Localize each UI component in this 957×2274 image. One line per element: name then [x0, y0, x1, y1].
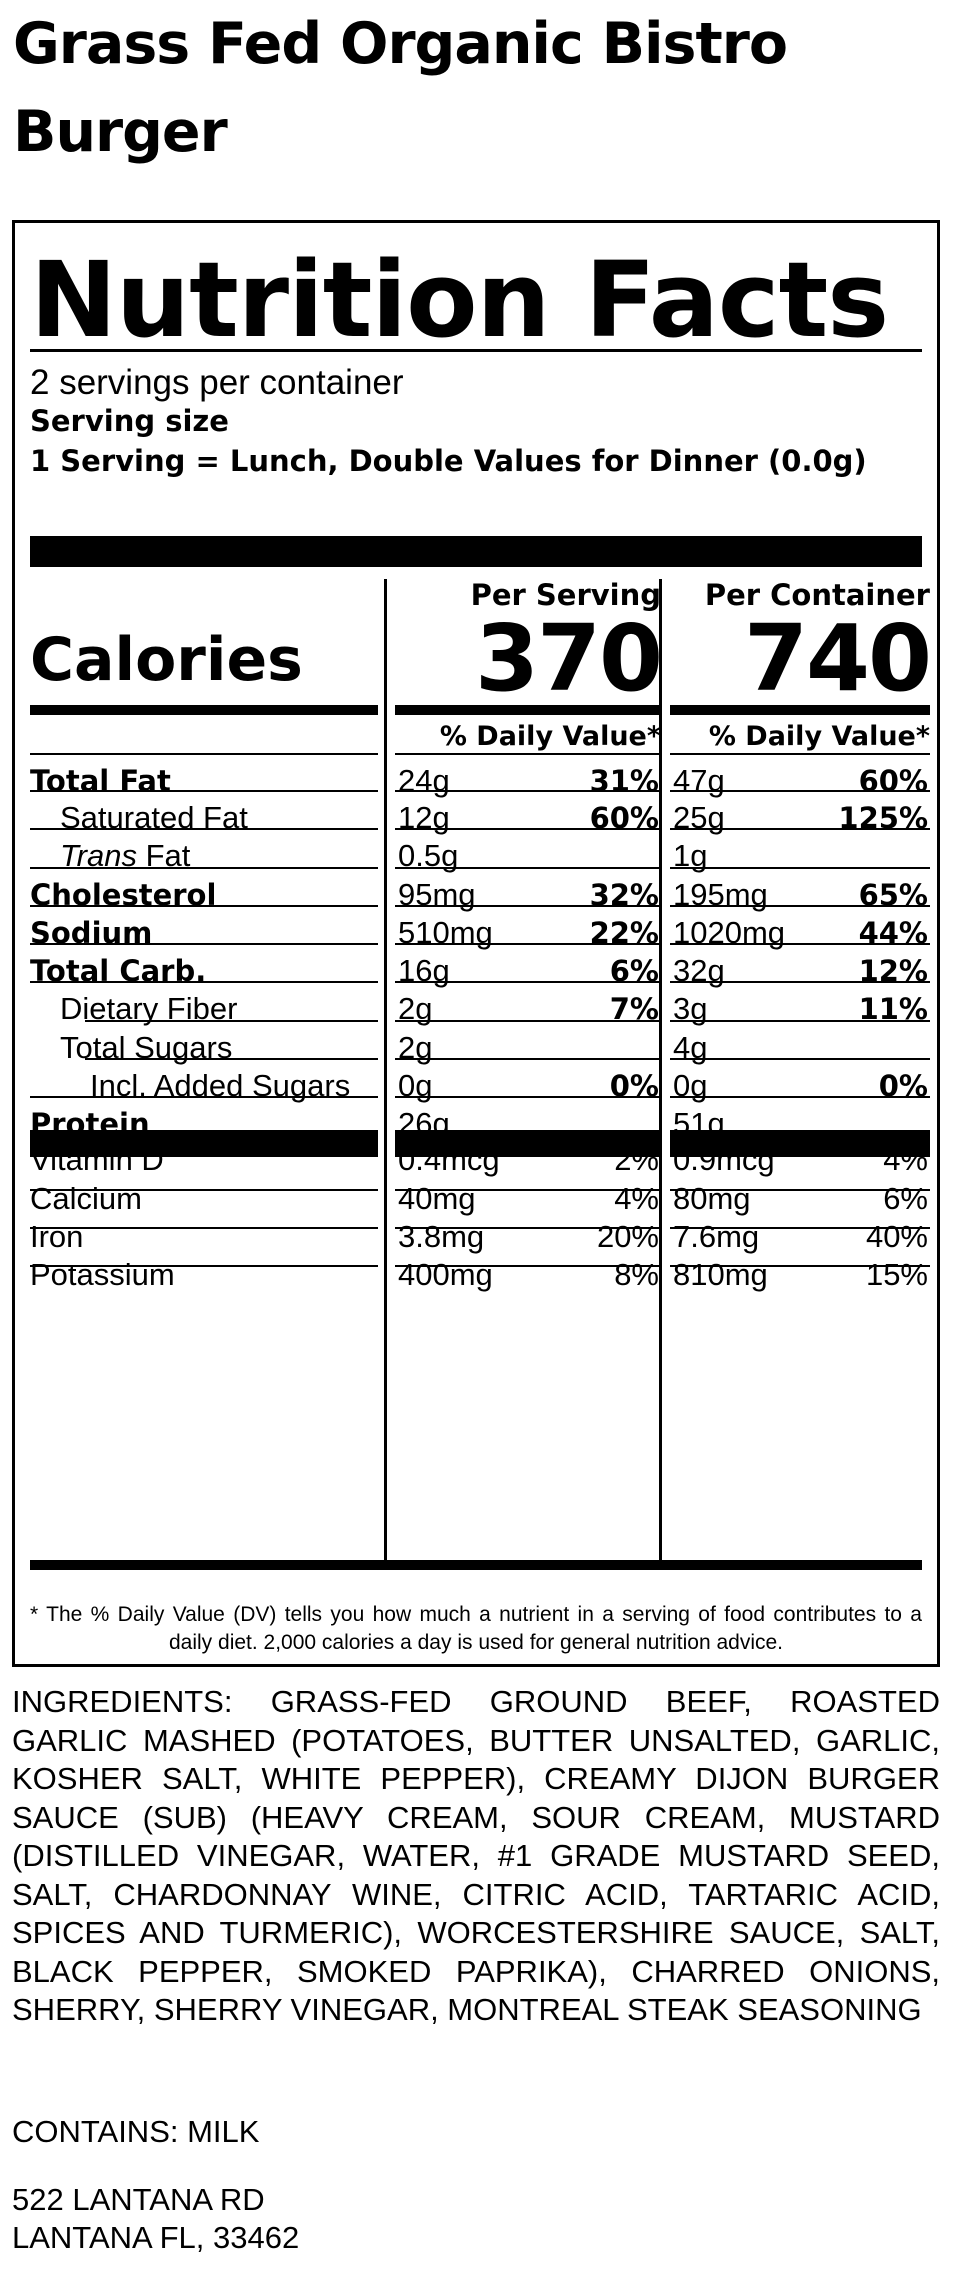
dv-per-container: 40% [865, 1219, 928, 1254]
dv-per-container: 15% [865, 1257, 928, 1292]
per-container-header: Per Container [704, 578, 930, 612]
row-rule [30, 1096, 378, 1098]
row-rule [395, 790, 661, 792]
calories-per-container: 740 [743, 605, 932, 712]
nutrient-name: Potassium [30, 1257, 175, 1292]
amount-per-serving: 40mg [398, 1181, 476, 1216]
row-rule [30, 753, 378, 755]
vitamin-row: Potassium 400mg 8% 810mg 15% [15, 1248, 937, 1302]
serving-size-value: 1 Serving = Lunch, Double Values for Din… [30, 444, 867, 478]
row-rule [395, 1058, 661, 1060]
row-rule [670, 828, 930, 830]
row-rule [30, 905, 378, 907]
nutrient-name: Total Fat [30, 764, 171, 798]
amount-per-container: 7.6mg [673, 1219, 760, 1254]
row-rule [30, 981, 378, 983]
row-rule [395, 1227, 661, 1229]
calories-rule [30, 705, 378, 715]
nutrient-row: Trans Fat 0.5g 1g [15, 829, 937, 883]
dv-per-serving: 8% [614, 1257, 659, 1292]
daily-value-header: % Daily Value* [439, 721, 661, 752]
nutrient-name: Calcium [30, 1181, 142, 1216]
row-rule [670, 1020, 930, 1022]
address-line-1: 522 LANTANA RD [12, 2182, 265, 2217]
row-rule [30, 1227, 378, 1229]
column-divider [384, 579, 387, 1562]
row-rule [670, 867, 930, 869]
row-rule [395, 867, 661, 869]
row-rule [670, 943, 930, 945]
ingredients-text: INGREDIENTS: GRASS-FED GROUND BEEF, ROAS… [12, 1684, 940, 2027]
per-serving-header: Per Serving [470, 578, 661, 612]
row-rule [30, 943, 378, 945]
row-rule [395, 828, 661, 830]
row-rule [395, 1096, 661, 1098]
vitamin-row: Iron 3.8mg 20% 7.6mg 40% [15, 1210, 937, 1264]
dv-per-container: 6% [883, 1181, 928, 1216]
calories-per-serving: 370 [474, 605, 663, 712]
divider [30, 349, 922, 352]
row-rule [395, 1189, 661, 1191]
row-rule [670, 1265, 930, 1267]
daily-value-footnote: * The % Daily Value (DV) tells you how m… [30, 1603, 922, 1654]
dv-per-serving: 31% [589, 764, 659, 798]
serving-size-label: Serving size [30, 404, 229, 438]
row-rule [395, 1020, 661, 1022]
calories-rule [395, 705, 661, 715]
row-rule [395, 981, 661, 983]
address-line-2: LANTANA FL, 33462 [12, 2220, 300, 2255]
product-title: Grass Fed Organic Bistro Burger [13, 11, 788, 165]
row-rule [30, 867, 378, 869]
nutrient-row: Total Fat 24g 31% 47g 60% [15, 754, 937, 808]
row-rule [30, 1189, 378, 1191]
row-rule [30, 1265, 378, 1267]
row-rule [85, 1020, 378, 1022]
row-rule [670, 790, 930, 792]
row-rule [670, 1227, 930, 1229]
allergen-statement: CONTAINS: MILK [12, 2114, 260, 2149]
row-rule [670, 1096, 930, 1098]
thick-divider [30, 1130, 378, 1157]
amount-per-container: 80mg [673, 1181, 751, 1216]
nutrition-label: Nutrition Facts 2 servings per container… [12, 220, 940, 1667]
dv-per-serving: 20% [596, 1219, 659, 1254]
servings-per-container: 2 servings per container [30, 363, 404, 402]
dv-per-container: 60% [858, 764, 928, 798]
amount-per-serving: 3.8mg [398, 1219, 485, 1254]
calories-label: Calories [30, 625, 303, 695]
thick-divider [395, 1130, 661, 1157]
row-rule [670, 1189, 930, 1191]
nutrient-name: Iron [30, 1219, 84, 1254]
row-rule [85, 1058, 378, 1060]
row-rule [30, 828, 378, 830]
column-divider [659, 579, 662, 1562]
thick-divider [30, 536, 922, 567]
row-rule [670, 981, 930, 983]
thick-divider [670, 1130, 930, 1157]
nutrition-facts-heading: Nutrition Facts [30, 239, 889, 361]
row-rule [395, 905, 661, 907]
amount-per-serving: 24g [398, 763, 450, 798]
calories-rule [670, 705, 930, 715]
row-rule [670, 1058, 930, 1060]
vitamin-row: Calcium 40mg 4% 80mg 6% [15, 1172, 937, 1226]
row-rule [670, 753, 930, 755]
dv-per-serving: 4% [614, 1181, 659, 1216]
row-rule [670, 905, 930, 907]
row-rule [30, 790, 378, 792]
thick-divider [30, 1560, 922, 1570]
row-rule [395, 753, 661, 755]
row-rule [395, 1265, 661, 1267]
daily-value-header: % Daily Value* [708, 721, 930, 752]
row-rule [395, 943, 661, 945]
amount-per-container: 47g [673, 763, 725, 798]
amount-per-serving: 400mg [398, 1257, 493, 1292]
amount-per-container: 810mg [673, 1257, 768, 1292]
